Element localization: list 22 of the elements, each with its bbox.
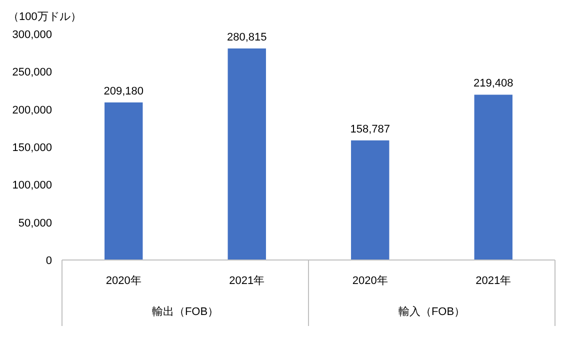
y-axis-title: （100万ドル） <box>8 11 82 23</box>
x-tick-label: 2020年 <box>106 275 142 287</box>
x-tick-label: 2021年 <box>229 275 265 287</box>
x-tick-label: 2020年 <box>352 275 388 287</box>
bar <box>351 140 390 260</box>
y-tick-label: 300,000 <box>12 29 52 41</box>
y-tick-label: 0 <box>46 255 52 267</box>
y-tick-label: 150,000 <box>12 142 52 154</box>
text: 輸出（FOB） <box>152 305 219 318</box>
data-label: 209,180 <box>104 85 144 98</box>
y-tick-label: 200,000 <box>12 104 52 116</box>
x-tick-label: 2021年 <box>476 275 512 287</box>
y-tick-label: 100,000 <box>12 180 52 192</box>
bar <box>228 48 266 260</box>
data-label: 280,815 <box>226 31 267 44</box>
bar <box>104 102 143 260</box>
y-tick-label: 50,000 <box>18 217 52 230</box>
bar <box>474 94 512 260</box>
data-label: 219,408 <box>473 78 514 90</box>
data-label: 158,787 <box>350 123 390 136</box>
text: 輸入（FOB） <box>398 305 466 318</box>
y-tick-label: 250,000 <box>12 66 52 79</box>
